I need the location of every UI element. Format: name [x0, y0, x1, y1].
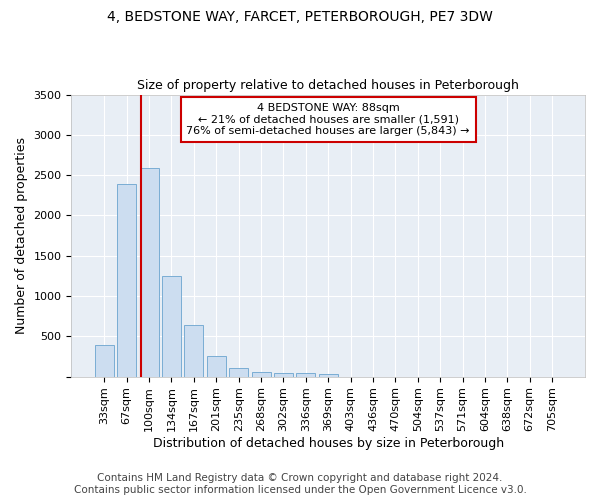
Bar — [274, 372, 293, 376]
Bar — [95, 346, 114, 376]
Text: 4, BEDSTONE WAY, FARCET, PETERBOROUGH, PE7 3DW: 4, BEDSTONE WAY, FARCET, PETERBOROUGH, P… — [107, 10, 493, 24]
Bar — [296, 373, 316, 376]
Bar — [207, 356, 226, 376]
Bar — [140, 168, 158, 376]
Text: 4 BEDSTONE WAY: 88sqm
← 21% of detached houses are smaller (1,591)
76% of semi-d: 4 BEDSTONE WAY: 88sqm ← 21% of detached … — [187, 103, 470, 136]
Bar — [229, 368, 248, 376]
Bar — [319, 374, 338, 376]
Bar — [162, 276, 181, 376]
Bar — [251, 372, 271, 376]
Y-axis label: Number of detached properties: Number of detached properties — [15, 137, 28, 334]
Title: Size of property relative to detached houses in Peterborough: Size of property relative to detached ho… — [137, 79, 519, 92]
Text: Contains HM Land Registry data © Crown copyright and database right 2024.
Contai: Contains HM Land Registry data © Crown c… — [74, 474, 526, 495]
Bar — [184, 325, 203, 376]
Bar — [117, 184, 136, 376]
X-axis label: Distribution of detached houses by size in Peterborough: Distribution of detached houses by size … — [152, 437, 504, 450]
